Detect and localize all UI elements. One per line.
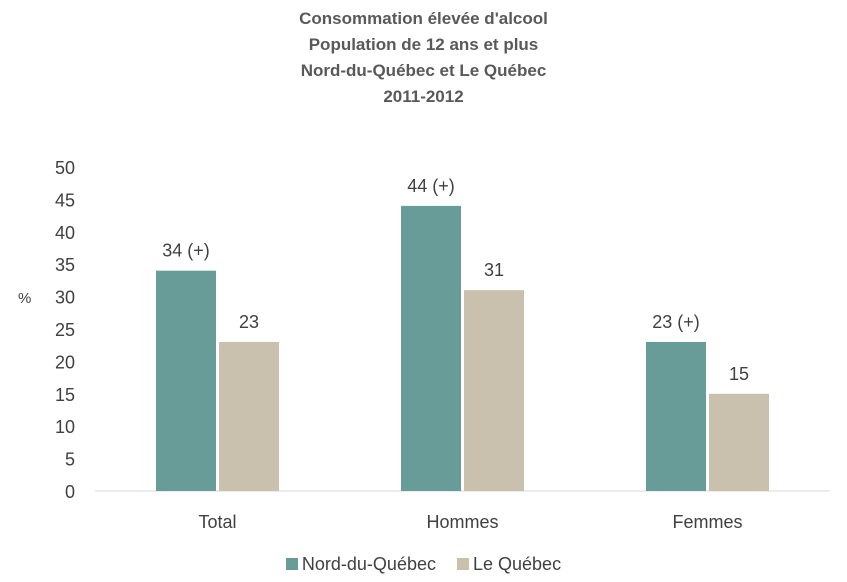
title-line-1: Consommation élevée d'alcool [299, 9, 548, 28]
y-tick-label: 0 [65, 482, 75, 502]
y-axis-ticks: 0 5 10 15 20 25 30 35 40 45 50 [55, 158, 75, 502]
bar-total-series-1 [156, 270, 216, 491]
data-label-total-series-1: 34 (+) [162, 241, 210, 261]
y-tick-label: 45 [55, 190, 75, 210]
legend-swatch-series-2 [457, 558, 469, 570]
bar-hommes-series-2 [464, 290, 524, 491]
legend-label-series-1: Nord-du-Québec [301, 554, 436, 574]
y-axis-label: % [18, 290, 31, 307]
category-label-total: Total [198, 512, 236, 532]
legend: Nord-du-Québec Le Québec [0, 554, 847, 575]
legend-item-series-2: Le Québec [457, 554, 561, 575]
y-tick-label: 30 [55, 288, 75, 308]
legend-swatch-series-1 [285, 558, 298, 570]
bar-total-series-2 [219, 341, 279, 491]
bar-hommes-series-1 [401, 205, 461, 491]
category-labels-group: Total Hommes Femmes [198, 512, 742, 532]
data-label-femmes-series-1: 23 (+) [652, 312, 700, 332]
title-line-4: 2011-2012 [383, 87, 464, 106]
legend-label-series-2: Le Québec [473, 554, 562, 574]
data-label-total-series-2: 23 [239, 312, 259, 332]
y-tick-label: 25 [55, 320, 75, 340]
data-label-hommes-series-2: 31 [484, 260, 504, 280]
y-tick-label: 15 [55, 385, 75, 405]
legend-item-series-1: Nord-du-Québec [285, 554, 436, 575]
y-tick-label: 5 [65, 450, 75, 470]
bar-femmes-series-1 [646, 341, 706, 491]
title-line-3: Nord-du-Québec et Le Québec [300, 61, 547, 80]
y-tick-label: 50 [55, 158, 75, 178]
y-tick-label: 20 [55, 352, 75, 372]
y-tick-label: 10 [55, 417, 75, 437]
data-label-femmes-series-2: 15 [729, 364, 749, 384]
data-label-hommes-series-1: 44 (+) [407, 176, 455, 196]
chart-title: Consommation élevée d'alcool Population … [0, 6, 847, 110]
y-tick-label: 40 [55, 223, 75, 243]
title-line-2: Population de 12 ans et plus [308, 35, 539, 54]
category-label-hommes: Hommes [426, 512, 498, 532]
category-label-femmes: Femmes [672, 512, 742, 532]
y-tick-label: 35 [55, 255, 75, 275]
bar-femmes-series-2 [709, 393, 769, 491]
bars-group [156, 205, 769, 491]
data-labels-group: 34 (+) 23 44 (+) 31 23 (+) 15 [162, 176, 749, 384]
